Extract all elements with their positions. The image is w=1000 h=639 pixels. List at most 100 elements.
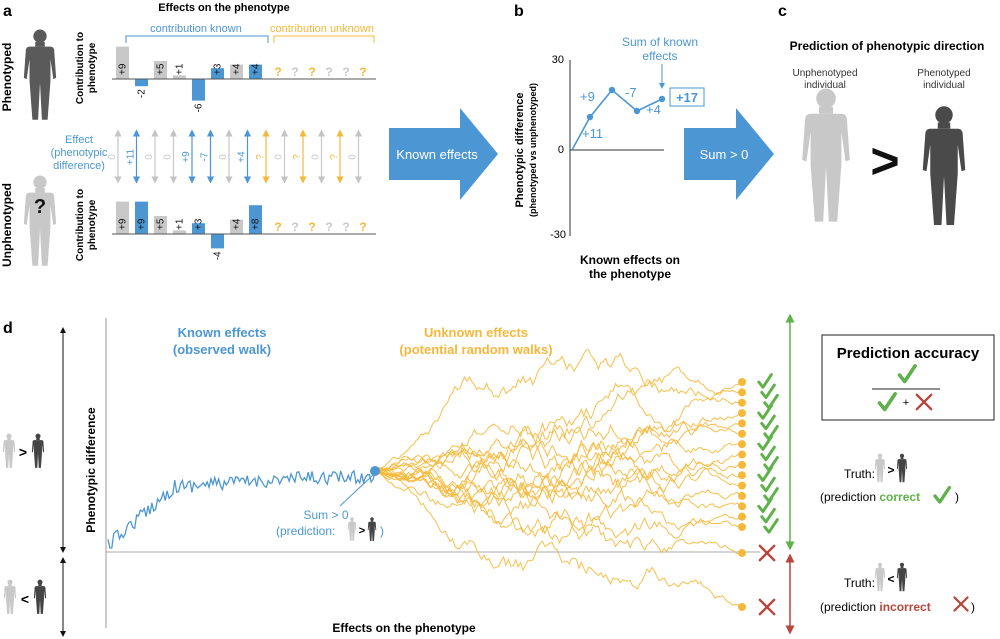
prediction-correct-close: ) xyxy=(955,490,959,504)
effect-label: +11 xyxy=(126,148,137,165)
contribution-bar-label: -6 xyxy=(194,103,205,112)
known-effects-sub: (observed walk) xyxy=(173,342,271,357)
d-left-less: < xyxy=(21,591,29,607)
walk-step-label: +4 xyxy=(646,102,661,117)
unknown-contribution-mark: ? xyxy=(308,65,315,79)
effect-label: 0 xyxy=(311,154,322,160)
sum-annotation-line1: Sum of known xyxy=(622,35,698,49)
incorrect-cross-icon xyxy=(758,544,776,562)
walk-endpoint xyxy=(738,471,746,480)
random-walk-line xyxy=(376,452,743,509)
truth-label-incorrect: Truth: xyxy=(844,576,875,590)
phenotyped-caption: Phenotyped individual xyxy=(917,68,970,91)
panel-b-tick-top: 30 xyxy=(552,54,564,66)
contribution-bar xyxy=(230,64,243,79)
random-walk-line xyxy=(376,349,743,471)
random-walk-line xyxy=(376,423,743,487)
correct-check-icon xyxy=(757,497,773,514)
sum-arrow xyxy=(684,108,774,200)
contribution-bar xyxy=(116,46,129,79)
correct-check-icon xyxy=(757,466,773,482)
random-walk-line xyxy=(376,382,743,474)
known-effects-arrow xyxy=(389,108,498,200)
known-observed-walk xyxy=(107,466,380,549)
walk-point xyxy=(658,95,666,103)
panel-b-tick-bottom: -30 xyxy=(550,229,566,241)
effect-label: -7 xyxy=(200,152,211,161)
panel-d-xlabel: Effects on the phenotype xyxy=(332,621,476,635)
effect-label: 0 xyxy=(218,154,229,160)
effect-label: +9 xyxy=(181,151,192,163)
unknown-contribution-mark: ? xyxy=(359,220,366,234)
contribution-bar-label: +9 xyxy=(118,218,129,230)
sum-value-box xyxy=(669,87,705,107)
walk-endpoint xyxy=(738,491,746,500)
random-walk-line xyxy=(376,460,743,509)
d-left-greater: > xyxy=(19,444,27,460)
known-contribution-label: contribution known xyxy=(150,23,242,35)
unknown-person-question-mark: ? xyxy=(34,196,46,218)
contribution-bar-label: +1 xyxy=(175,63,186,75)
unknown-contribution-mark: ? xyxy=(274,220,281,234)
unphenotyped-caption: Unphenotyped individual xyxy=(792,68,857,91)
unknown-contribution-mark: ? xyxy=(342,65,349,79)
panel-b-tick-zero: 0 xyxy=(558,144,564,156)
contribution-bar-label: -2 xyxy=(137,89,148,98)
unknown-contribution-mark: ? xyxy=(342,220,349,234)
d-left-dark-person-icon xyxy=(31,433,45,468)
unknown-contribution-mark: ? xyxy=(308,220,315,234)
effect-label: 0 xyxy=(144,154,155,160)
effect-label: ? xyxy=(255,154,266,160)
prediction-incorrect-line: (prediction incorrect xyxy=(820,600,931,614)
effect-axis-label: Effect (phenotypic difference) xyxy=(51,134,108,172)
panel-b-ylabel-sub: (phenotyped vs unphenotyped) xyxy=(528,83,538,217)
unphenotyped-caption-line1: Unphenotyped xyxy=(792,68,857,79)
contribution-bar-label: +3 xyxy=(213,63,224,75)
contribution-bar xyxy=(116,201,129,234)
d-left-light-person-icon xyxy=(2,433,16,468)
d-prediction-close: ) xyxy=(380,524,384,538)
comparator-greater: > xyxy=(870,133,899,189)
observed-walk-end-point xyxy=(370,466,380,476)
d-prediction-label: (prediction: xyxy=(276,524,335,538)
random-walk-line xyxy=(376,470,743,608)
walk-endpoint xyxy=(738,512,746,521)
prediction-incorrect-word: incorrect xyxy=(879,600,930,614)
unphenotyped-unknown-marks: ?????? xyxy=(274,220,366,234)
contribution-bar-label: +4 xyxy=(232,218,243,230)
walk-endpoint xyxy=(738,603,746,611)
effect-label: 0 xyxy=(274,154,285,160)
effect-axis-line2: (phenotypic xyxy=(51,147,108,159)
panel-c-title: Prediction of phenotypic direction xyxy=(790,39,985,53)
d-left-dark-person-icon-2 xyxy=(33,579,47,614)
random-walk-line xyxy=(376,423,743,497)
walk-endpoint xyxy=(738,502,746,511)
correct-check-icon xyxy=(757,435,773,451)
walk-endpoint xyxy=(738,398,746,407)
d-pred-light-person-icon xyxy=(347,517,357,541)
contribution-bar xyxy=(192,79,205,101)
truth-correct-greater: > xyxy=(887,463,894,477)
sum-arrow-label: Sum > 0 xyxy=(700,147,749,162)
panel-b-label: b xyxy=(514,3,524,20)
walk-step-label: +11 xyxy=(582,126,603,141)
walk-point xyxy=(608,86,616,94)
known-bracket xyxy=(125,35,269,43)
random-walk-line xyxy=(376,381,743,483)
walk-point xyxy=(633,107,641,115)
effect-label: 0 xyxy=(163,154,174,160)
walk-endpoint xyxy=(738,440,746,449)
panel-b-xlabel-line1: Known effects on xyxy=(580,253,680,267)
unphenotyped-individual-icon xyxy=(802,88,850,222)
d-pred-dark-person-icon xyxy=(367,517,377,541)
sum-annotation: Sum of known effects xyxy=(622,35,698,63)
contribution-bar xyxy=(249,205,262,234)
known-effects-arrow-label: Known effects xyxy=(396,147,478,162)
contribution-axis-line2b: phenotype xyxy=(87,199,98,250)
d-left-light-person-icon-2 xyxy=(3,579,17,614)
walk-endpoint xyxy=(738,378,746,386)
prediction-incorrect-cross-icon xyxy=(953,596,969,612)
effect-label: +4 xyxy=(237,151,248,163)
random-walk-line xyxy=(376,423,743,505)
effect-label: 0 xyxy=(107,154,118,160)
